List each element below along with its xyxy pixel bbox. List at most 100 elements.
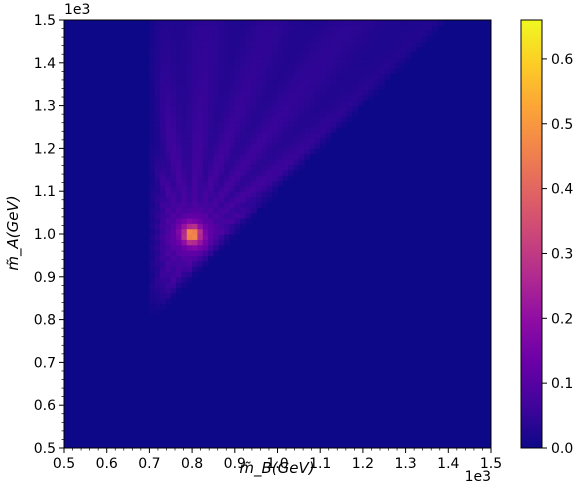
heatmap-cell <box>176 30 183 37</box>
heatmap-cell <box>165 137 172 144</box>
heatmap-cell <box>149 266 156 273</box>
heatmap-cell <box>224 46 231 53</box>
heatmap-cell <box>229 169 236 176</box>
heatmap-cell <box>229 143 236 149</box>
heatmap-cell <box>165 244 172 251</box>
heatmap-cell <box>266 84 273 91</box>
heatmap-cell <box>149 132 156 139</box>
heatmap-cell <box>405 20 412 26</box>
heatmap-cell <box>176 169 183 176</box>
heatmap-cell <box>240 84 247 91</box>
heatmap-cell <box>181 84 188 91</box>
heatmap-cell <box>288 52 295 59</box>
heatmap-cell <box>154 185 161 192</box>
heatmap-cell <box>416 41 423 48</box>
heatmap-cell <box>256 127 263 133</box>
heatmap-cell <box>202 153 209 160</box>
heatmap-cell <box>320 73 327 80</box>
heatmap-cell <box>277 36 284 42</box>
heatmap-cell <box>384 52 391 59</box>
heatmap-cell <box>218 169 225 176</box>
heatmap-cell <box>330 30 337 37</box>
heatmap-cell <box>208 30 215 37</box>
heatmap-cell <box>181 127 188 133</box>
heatmap-cell <box>176 116 183 123</box>
heatmap-cell <box>218 180 225 187</box>
heatmap-cell <box>314 62 321 69</box>
heatmap-cell <box>165 207 172 214</box>
heatmap-cell <box>266 52 273 59</box>
heatmap-cell <box>202 250 209 256</box>
heatmap-cell <box>266 36 273 42</box>
heatmap-cell <box>229 164 236 171</box>
heatmap-cell <box>218 62 225 69</box>
heatmap-cell <box>202 25 209 32</box>
heatmap-cell <box>320 89 327 96</box>
heatmap-cell <box>154 191 161 198</box>
heatmap-cell <box>202 100 209 107</box>
heatmap-cell <box>368 30 375 37</box>
heatmap-cell <box>160 185 167 192</box>
heatmap-cell <box>250 25 257 32</box>
heatmap-cell <box>192 185 199 192</box>
heatmap-cell <box>181 196 188 203</box>
heatmap-cell <box>234 228 241 235</box>
heatmap-cell <box>304 78 311 85</box>
heatmap-cell <box>256 137 263 144</box>
heatmap-cell <box>165 271 172 278</box>
heatmap-cell <box>256 116 263 123</box>
heatmap-cell <box>352 62 359 69</box>
heatmap-cell <box>170 100 177 107</box>
heatmap-cell <box>341 30 348 37</box>
heatmap-cell <box>154 255 161 262</box>
heatmap-cell <box>245 180 252 187</box>
heatmap-cell <box>346 110 353 117</box>
heatmap-cell <box>240 132 247 139</box>
heatmap-cell <box>320 36 327 42</box>
heatmap-cell <box>218 234 225 240</box>
heatmap-cell <box>389 57 396 64</box>
heatmap-cell <box>250 175 257 182</box>
heatmap-cell <box>218 164 225 171</box>
heatmap-cell <box>160 73 167 80</box>
colorbar-gradient <box>520 19 543 449</box>
heatmap-cell <box>261 127 268 133</box>
heatmap-cell <box>410 25 417 32</box>
heatmap-cell <box>176 94 183 101</box>
heatmap-cell <box>256 20 263 26</box>
heatmap-cell <box>218 132 225 139</box>
heatmap-cell <box>240 116 247 123</box>
heatmap-cell <box>181 52 188 59</box>
heatmap-cell <box>234 20 241 26</box>
heatmap-cell <box>298 121 305 128</box>
heatmap-cell <box>261 196 268 203</box>
heatmap-cell <box>256 169 263 176</box>
heatmap-cell <box>208 148 215 155</box>
heatmap-cell <box>362 89 369 96</box>
heatmap-cell <box>165 148 172 155</box>
heatmap-cell <box>192 116 199 123</box>
heatmap-cell <box>154 57 161 64</box>
x-tick-label: 0.9 <box>224 456 246 472</box>
heatmap-cell <box>224 94 231 101</box>
heatmap-cell <box>154 308 161 315</box>
heatmap-cell <box>304 127 311 133</box>
heatmap-cell <box>165 36 172 42</box>
heatmap-cell <box>261 105 268 112</box>
heatmap-cell <box>224 234 231 240</box>
heatmap-cell <box>362 62 369 69</box>
heatmap-cell <box>176 36 183 42</box>
heatmap-cell <box>176 185 183 192</box>
heatmap-cell <box>186 234 193 240</box>
heatmap-cell <box>229 127 236 133</box>
heatmap-cell <box>288 62 295 69</box>
heatmap-cell <box>330 46 337 53</box>
heatmap-cell <box>234 207 241 214</box>
heatmap-cell <box>181 223 188 230</box>
heatmap-cell <box>170 36 177 42</box>
heatmap-cell <box>149 52 156 59</box>
heatmap-cell <box>197 100 204 107</box>
heatmap-cell <box>288 25 295 32</box>
heatmap-cell <box>250 116 257 123</box>
y-tick-label: 1.2 <box>34 141 56 157</box>
